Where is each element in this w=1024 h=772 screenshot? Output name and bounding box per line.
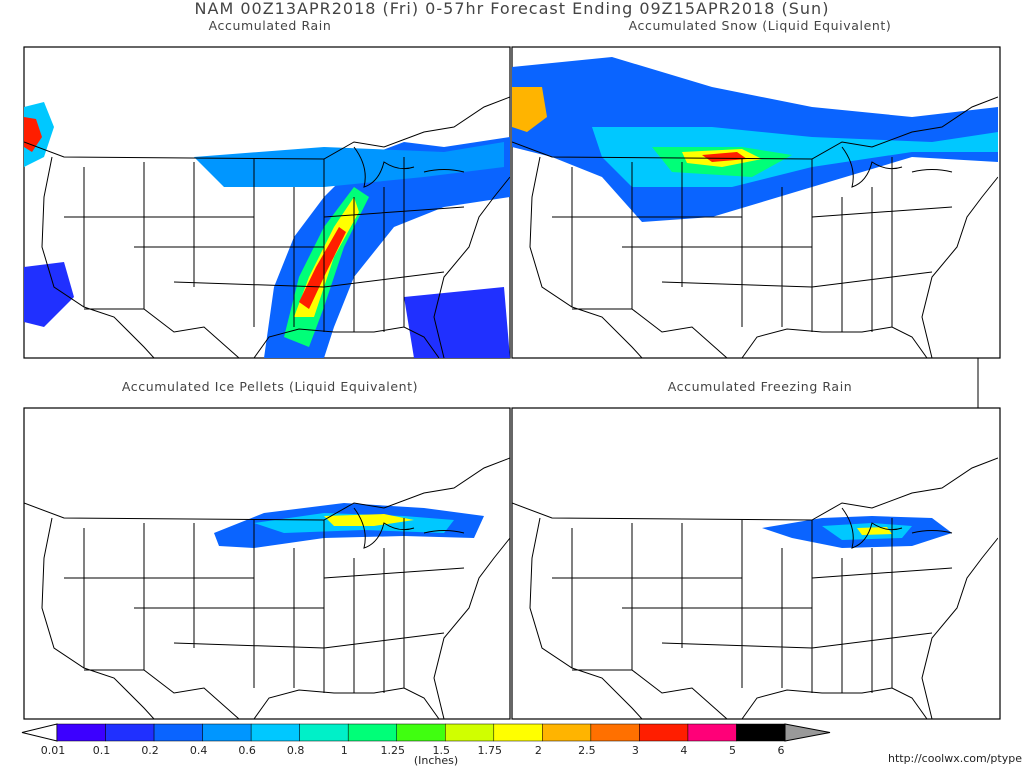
colorbar: 0.01 0.1 0.2 0.4 0.6 0.8 1 1.25 1.5 1.75 2 2.5 3 4 5 6 [21, 723, 831, 757]
colorbar-swatch [542, 723, 592, 742]
colorbar-label: 1.25 [380, 744, 405, 757]
colorbar-label: 4 [680, 744, 687, 757]
colorbar-label: 1 [341, 744, 348, 757]
colorbar-label: 0.4 [190, 744, 208, 757]
colorbar-swatch [687, 723, 737, 742]
colorbar-label: 0.1 [93, 744, 111, 757]
panel-title: Accumulated Snow (Liquid Equivalent) [629, 18, 892, 33]
colorbar-swatch [396, 723, 446, 742]
colorbar-label: 2 [535, 744, 542, 757]
colorbar-high-end [784, 723, 831, 742]
colorbar-swatch [493, 723, 543, 742]
colorbar-label: 6 [778, 744, 785, 757]
panel-title: Accumulated Ice Pellets (Liquid Equivale… [122, 379, 418, 394]
colorbar-swatch [299, 723, 349, 742]
colorbar-swatch [153, 723, 203, 742]
colorbar-label: 0.01 [41, 744, 66, 757]
colorbar-swatch [445, 723, 495, 742]
colorbar-low-end [21, 723, 58, 742]
colorbar-swatch [639, 723, 689, 742]
colorbar-label: 0.6 [238, 744, 256, 757]
map-panel [511, 46, 1001, 359]
colorbar-label: 3 [632, 744, 639, 757]
colorbar-label: 0.8 [287, 744, 305, 757]
colorbar-unit: (Inches) [414, 754, 458, 767]
colorbar-label: 1.75 [478, 744, 503, 757]
map-panel [23, 46, 511, 359]
colorbar-swatch [105, 723, 155, 742]
credit: http://coolwx.com/ptype [888, 752, 1022, 765]
title: NAM 00Z13APR2018 (Fri) 0-57hr Forecast E… [195, 0, 830, 18]
colorbar-swatch [250, 723, 300, 742]
panel-title: Accumulated Freezing Rain [668, 379, 853, 394]
colorbar-swatch [590, 723, 640, 742]
map-panel [511, 407, 1001, 720]
colorbar-swatch [736, 723, 786, 742]
colorbar-swatch [347, 723, 397, 742]
colorbar-label: 0.2 [141, 744, 159, 757]
colorbar-label: 5 [729, 744, 736, 757]
map-panel [23, 407, 511, 720]
colorbar-swatch [56, 723, 106, 742]
panel-title: Accumulated Rain [209, 18, 332, 33]
colorbar-swatch [202, 723, 252, 742]
colorbar-label: 2.5 [578, 744, 596, 757]
colorbar-label: 1.5 [433, 744, 451, 757]
